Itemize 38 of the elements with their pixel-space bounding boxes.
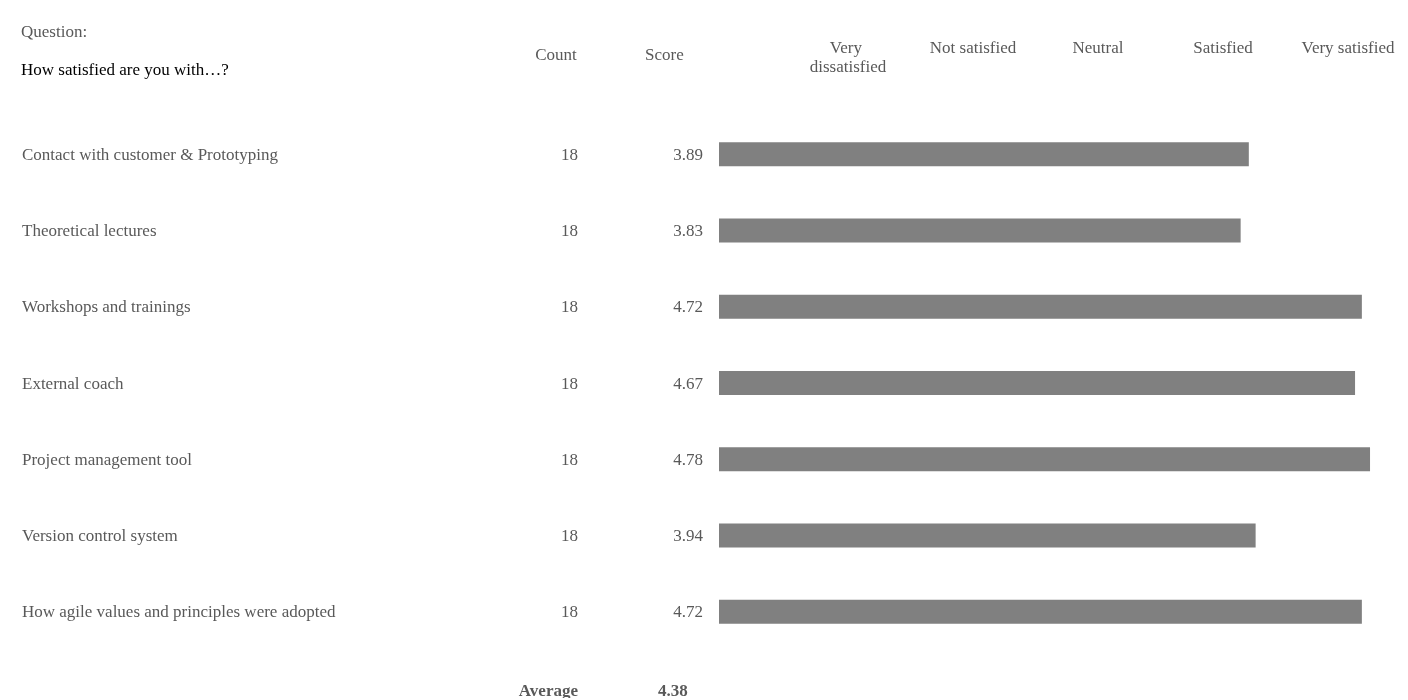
- y-tick-label: How agile values and principles were adopted: [22, 602, 336, 622]
- data-label: 3.83: [673, 220, 703, 240]
- text: 18: [561, 373, 578, 393]
- bar: [719, 371, 1356, 395]
- data-label: 4.72: [673, 602, 703, 622]
- y-tick-label: External coach: [22, 373, 124, 393]
- text: 18: [561, 602, 578, 622]
- text: Question:: [21, 22, 88, 41]
- bar: [719, 142, 1249, 167]
- text: How satisfied are you with…?: [21, 60, 229, 79]
- text: 18: [561, 297, 578, 317]
- text: 18: [561, 449, 578, 469]
- bar: [719, 218, 1241, 243]
- text: Score: [645, 45, 684, 64]
- data-label: 4.72: [673, 297, 703, 317]
- data-label: 4.78: [673, 449, 703, 469]
- y-tick-label: Theoretical lectures: [22, 220, 157, 240]
- data-label: 3.89: [673, 144, 703, 164]
- text: Not satisfied: [929, 38, 1017, 57]
- text: Neutral: [1072, 38, 1124, 57]
- data-label: 3.94: [673, 526, 704, 546]
- text: Very satisfied: [1301, 38, 1395, 57]
- text: 18: [561, 526, 578, 546]
- data-label: 4.67: [673, 373, 704, 393]
- bar: [719, 599, 1362, 624]
- y-tick-label: Version control system: [22, 526, 178, 546]
- text: Very dissatisfied: [809, 38, 887, 76]
- bar: [719, 523, 1256, 548]
- text: 18: [561, 144, 578, 164]
- text: 18: [561, 220, 578, 240]
- bar: [719, 447, 1371, 472]
- y-tick-label: Workshops and trainings: [22, 297, 191, 317]
- text: 4.38: [658, 680, 688, 700]
- text: Count: [535, 45, 578, 64]
- text: Satisfied: [1193, 38, 1254, 57]
- bar: [719, 294, 1362, 319]
- y-tick-label: Contact with customer & Prototyping: [22, 144, 279, 164]
- y-tick-label: Project management tool: [22, 449, 193, 469]
